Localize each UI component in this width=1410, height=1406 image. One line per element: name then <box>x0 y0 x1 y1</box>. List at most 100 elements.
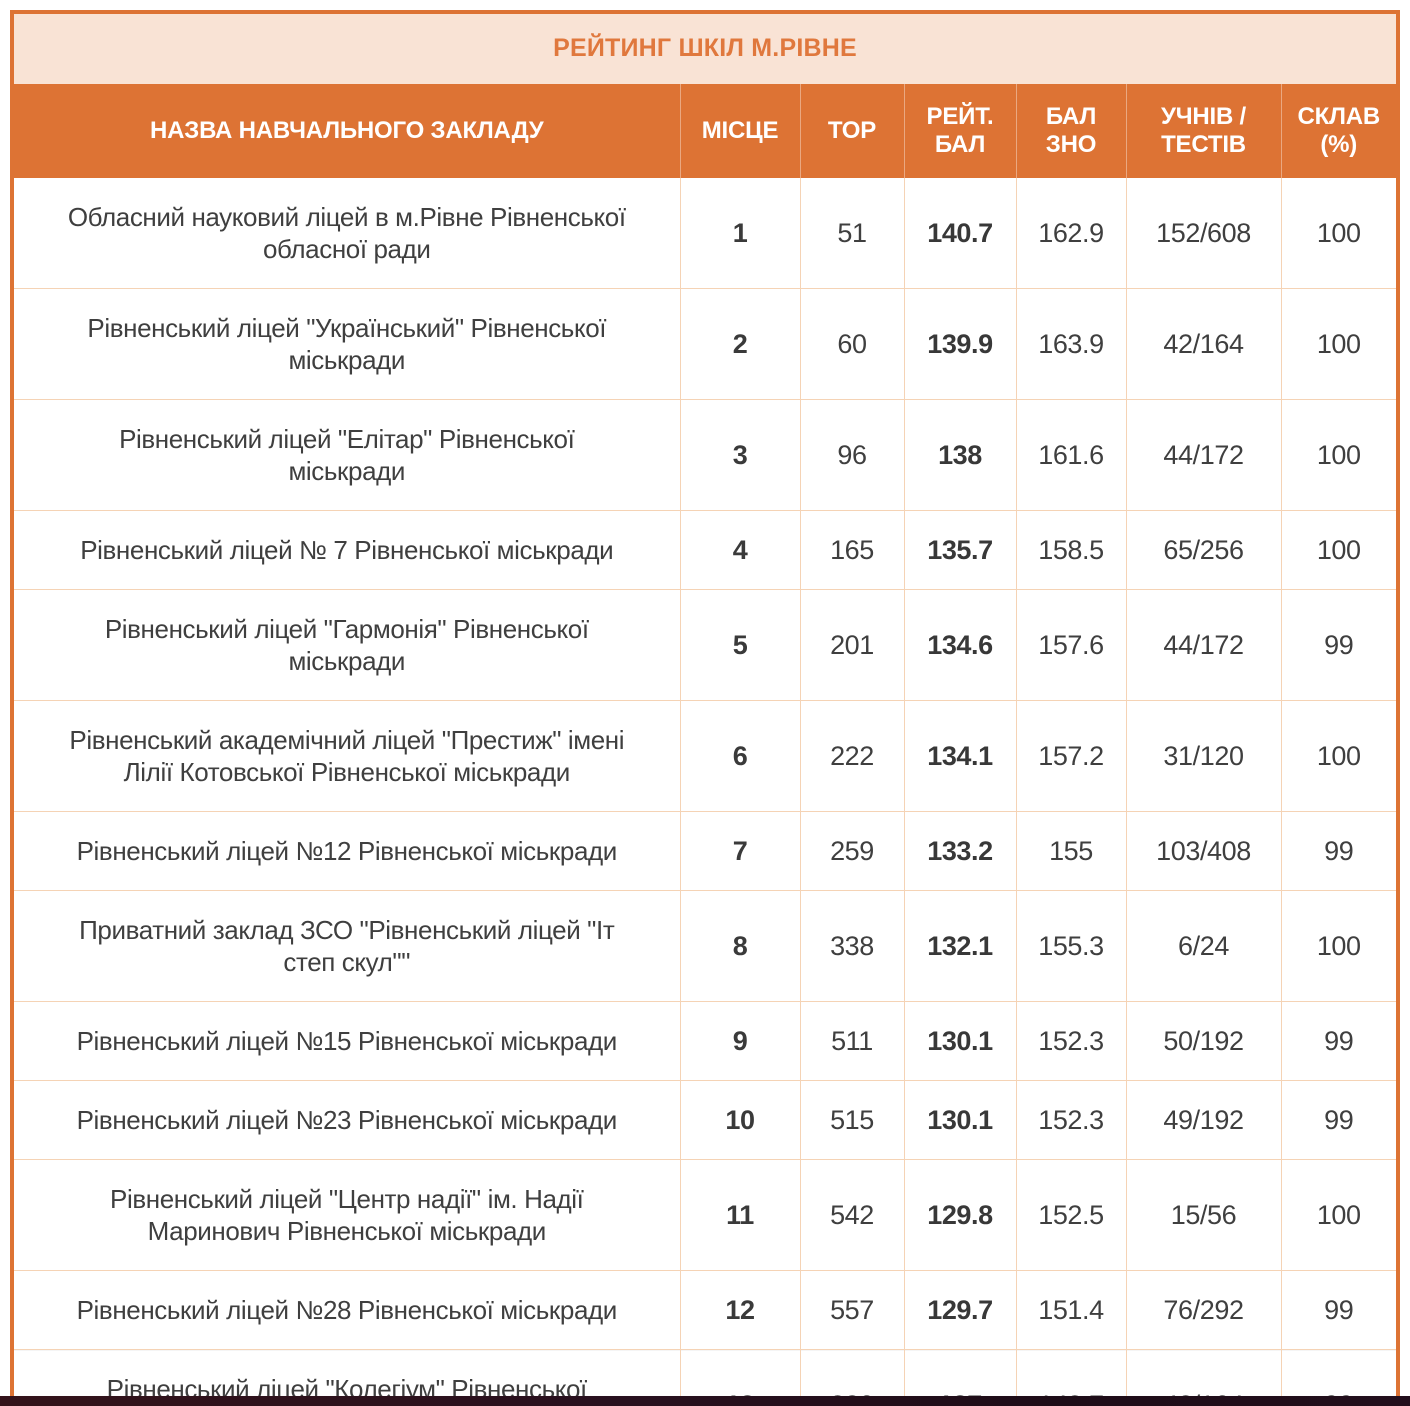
rating-score-cell: 129.8 <box>903 1159 1016 1271</box>
school-name-cell: Обласний науковий ліцей в м.Рівне Рівнен… <box>14 178 680 289</box>
passed-percent-cell: 99 <box>1280 1080 1396 1160</box>
passed-percent-cell: 100 <box>1280 399 1396 511</box>
place-cell: 9 <box>679 1001 800 1081</box>
school-name-cell: Рівненський академічний ліцей "Престиж" … <box>14 700 680 812</box>
table-row: Рівненський ліцей №28 Рівненської міськр… <box>14 1270 1396 1350</box>
top-cell: 338 <box>799 890 904 1002</box>
top-cell: 557 <box>799 1270 904 1350</box>
col-header-school-name: НАЗВА НАВЧАЛЬНОГО ЗАКЛАДУ <box>14 84 680 178</box>
rating-score-cell: 130.1 <box>903 1001 1016 1081</box>
school-name-cell: Приватний заклад ЗСО "Рівненський ліцей … <box>14 890 680 1002</box>
table-row: Рівненський ліцей "Елітар" Рівненської м… <box>14 399 1396 511</box>
place-cell: 11 <box>679 1159 800 1271</box>
students-tests-cell: 50/192 <box>1125 1001 1281 1081</box>
rating-score-cell: 130.1 <box>903 1080 1016 1160</box>
rating-score-cell: 134.6 <box>903 589 1016 701</box>
rating-score-cell: 135.7 <box>903 510 1016 590</box>
top-cell: 259 <box>799 811 904 891</box>
rating-score-cell: 140.7 <box>903 178 1016 289</box>
table-row: Приватний заклад ЗСО "Рівненський ліцей … <box>14 890 1396 1002</box>
table-row: Рівненський академічний ліцей "Престиж" … <box>14 700 1396 812</box>
passed-percent-cell: 100 <box>1280 1159 1396 1271</box>
place-cell: 5 <box>679 589 800 701</box>
place-cell: 6 <box>679 700 800 812</box>
passed-percent-cell: 99 <box>1280 811 1396 891</box>
passed-percent-cell: 100 <box>1280 510 1396 590</box>
col-header-place: МІСЦЕ <box>679 84 800 178</box>
top-cell: 51 <box>799 178 904 289</box>
col-header-top: ТОР <box>799 84 904 178</box>
zno-score-cell: 163.9 <box>1015 288 1126 400</box>
school-name-cell: Рівненський ліцей №28 Рівненської міськр… <box>14 1270 680 1350</box>
passed-percent-cell: 99 <box>1280 1001 1396 1081</box>
place-cell: 12 <box>679 1270 800 1350</box>
rating-score-cell: 138 <box>903 399 1016 511</box>
students-tests-cell: 49/192 <box>1125 1080 1281 1160</box>
zno-score-cell: 155.3 <box>1015 890 1126 1002</box>
rating-score-cell: 134.1 <box>903 700 1016 812</box>
school-name-cell: Рівненський ліцей "Центр надії" ім. Наді… <box>14 1159 680 1271</box>
top-cell: 511 <box>799 1001 904 1081</box>
rating-score-cell: 129.7 <box>903 1270 1016 1350</box>
table-row: Рівненський ліцей №12 Рівненської міськр… <box>14 811 1396 891</box>
top-cell: 60 <box>799 288 904 400</box>
school-name-cell: Рівненський ліцей № 7 Рівненської міськр… <box>14 510 680 590</box>
students-tests-cell: 103/408 <box>1125 811 1281 891</box>
header-row: НАЗВА НАВЧАЛЬНОГО ЗАКЛАДУ МІСЦЕ ТОР РЕЙТ… <box>14 84 1396 178</box>
zno-score-cell: 157.2 <box>1015 700 1126 812</box>
passed-percent-cell: 100 <box>1280 890 1396 1002</box>
zno-score-cell: 158.5 <box>1015 510 1126 590</box>
students-tests-cell: 76/292 <box>1125 1270 1281 1350</box>
school-name-cell: Рівненський ліцей №15 Рівненської міськр… <box>14 1001 680 1081</box>
place-cell: 8 <box>679 890 800 1002</box>
col-header-zno: БАЛ ЗНО <box>1015 84 1126 178</box>
rating-score-cell: 133.2 <box>903 811 1016 891</box>
rating-table: НАЗВА НАВЧАЛЬНОГО ЗАКЛАДУ МІСЦЕ ТОР РЕЙТ… <box>14 84 1396 1406</box>
zno-score-cell: 152.3 <box>1015 1080 1126 1160</box>
passed-percent-cell: 100 <box>1280 288 1396 400</box>
zno-score-cell: 162.9 <box>1015 178 1126 289</box>
table-row: Рівненський ліцей "Центр надії" ім. Наді… <box>14 1159 1396 1271</box>
col-header-passed: СКЛАВ (%) <box>1280 84 1396 178</box>
table-body: Обласний науковий ліцей в м.Рівне Рівнен… <box>14 178 1396 1406</box>
bottom-dark-strip <box>0 1396 1410 1406</box>
table-row: Рівненський ліцей №15 Рівненської міськр… <box>14 1001 1396 1081</box>
passed-percent-cell: 99 <box>1280 1270 1396 1350</box>
table-row: Рівненський ліцей "Український" Рівненсь… <box>14 288 1396 400</box>
top-cell: 201 <box>799 589 904 701</box>
zno-score-cell: 152.3 <box>1015 1001 1126 1081</box>
school-name-cell: Рівненський ліцей "Український" Рівненсь… <box>14 288 680 400</box>
table-row: Рівненський ліцей "Гармонія" Рівненської… <box>14 589 1396 701</box>
place-cell: 3 <box>679 399 800 511</box>
place-cell: 10 <box>679 1080 800 1160</box>
rating-table-panel: РЕЙТИНГ ШКІЛ М.РІВНЕ НАЗВА НАВЧАЛЬНОГО З… <box>10 10 1400 1406</box>
school-name-cell: Рівненський ліцей "Гармонія" Рівненської… <box>14 589 680 701</box>
table-row: Рівненський ліцей №23 Рівненської міськр… <box>14 1080 1396 1160</box>
students-tests-cell: 42/164 <box>1125 288 1281 400</box>
students-tests-cell: 31/120 <box>1125 700 1281 812</box>
place-cell: 7 <box>679 811 800 891</box>
top-cell: 222 <box>799 700 904 812</box>
place-cell: 4 <box>679 510 800 590</box>
top-cell: 515 <box>799 1080 904 1160</box>
students-tests-cell: 6/24 <box>1125 890 1281 1002</box>
passed-percent-cell: 99 <box>1280 589 1396 701</box>
students-tests-cell: 152/608 <box>1125 178 1281 289</box>
school-name-cell: Рівненський ліцей №12 Рівненської міськр… <box>14 811 680 891</box>
top-cell: 165 <box>799 510 904 590</box>
table-row: Обласний науковий ліцей в м.Рівне Рівнен… <box>14 178 1396 289</box>
zno-score-cell: 155 <box>1015 811 1126 891</box>
school-name-cell: Рівненський ліцей "Елітар" Рівненської м… <box>14 399 680 511</box>
top-cell: 96 <box>799 399 904 511</box>
students-tests-cell: 65/256 <box>1125 510 1281 590</box>
top-cell: 542 <box>799 1159 904 1271</box>
zno-score-cell: 152.5 <box>1015 1159 1126 1271</box>
school-name-cell: Рівненський ліцей №23 Рівненської міськр… <box>14 1080 680 1160</box>
table-title: РЕЙТИНГ ШКІЛ М.РІВНЕ <box>14 14 1396 84</box>
passed-percent-cell: 100 <box>1280 700 1396 812</box>
zno-score-cell: 151.4 <box>1015 1270 1126 1350</box>
students-tests-cell: 44/172 <box>1125 589 1281 701</box>
table-header: НАЗВА НАВЧАЛЬНОГО ЗАКЛАДУ МІСЦЕ ТОР РЕЙТ… <box>14 84 1396 178</box>
rating-score-cell: 139.9 <box>903 288 1016 400</box>
